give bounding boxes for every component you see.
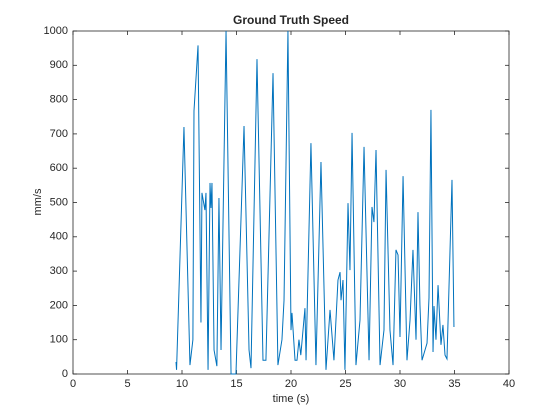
x-axis-label: time (s) — [273, 393, 310, 405]
x-tick-label: 30 — [394, 378, 406, 390]
x-tick-label: 35 — [448, 378, 460, 390]
x-tick-label: 10 — [176, 378, 188, 390]
y-tick-label: 600 — [50, 162, 68, 174]
y-tick-label: 100 — [50, 334, 68, 346]
x-tick-label: 15 — [230, 378, 242, 390]
y-tick-label: 1000 — [44, 25, 68, 37]
x-tick-label: 40 — [503, 378, 515, 390]
y-tick-label: 900 — [50, 59, 68, 71]
y-tick-label: 200 — [50, 299, 68, 311]
x-tick-label: 0 — [70, 378, 76, 390]
data-line — [175, 30, 455, 375]
y-tick-label: 800 — [50, 94, 68, 106]
y-tick-label: 400 — [50, 231, 68, 243]
y-tick-label: 500 — [50, 196, 68, 208]
y-tick-label: 700 — [50, 128, 68, 140]
y-tick-label: 300 — [50, 265, 68, 277]
x-tick-label: 25 — [339, 378, 351, 390]
y-tick-label: 0 — [62, 368, 68, 380]
x-tick-label: 5 — [124, 378, 130, 390]
x-tick-label: 20 — [285, 378, 297, 390]
y-axis-label: mm/s — [32, 188, 44, 215]
chart-title: Ground Truth Speed — [233, 13, 349, 27]
